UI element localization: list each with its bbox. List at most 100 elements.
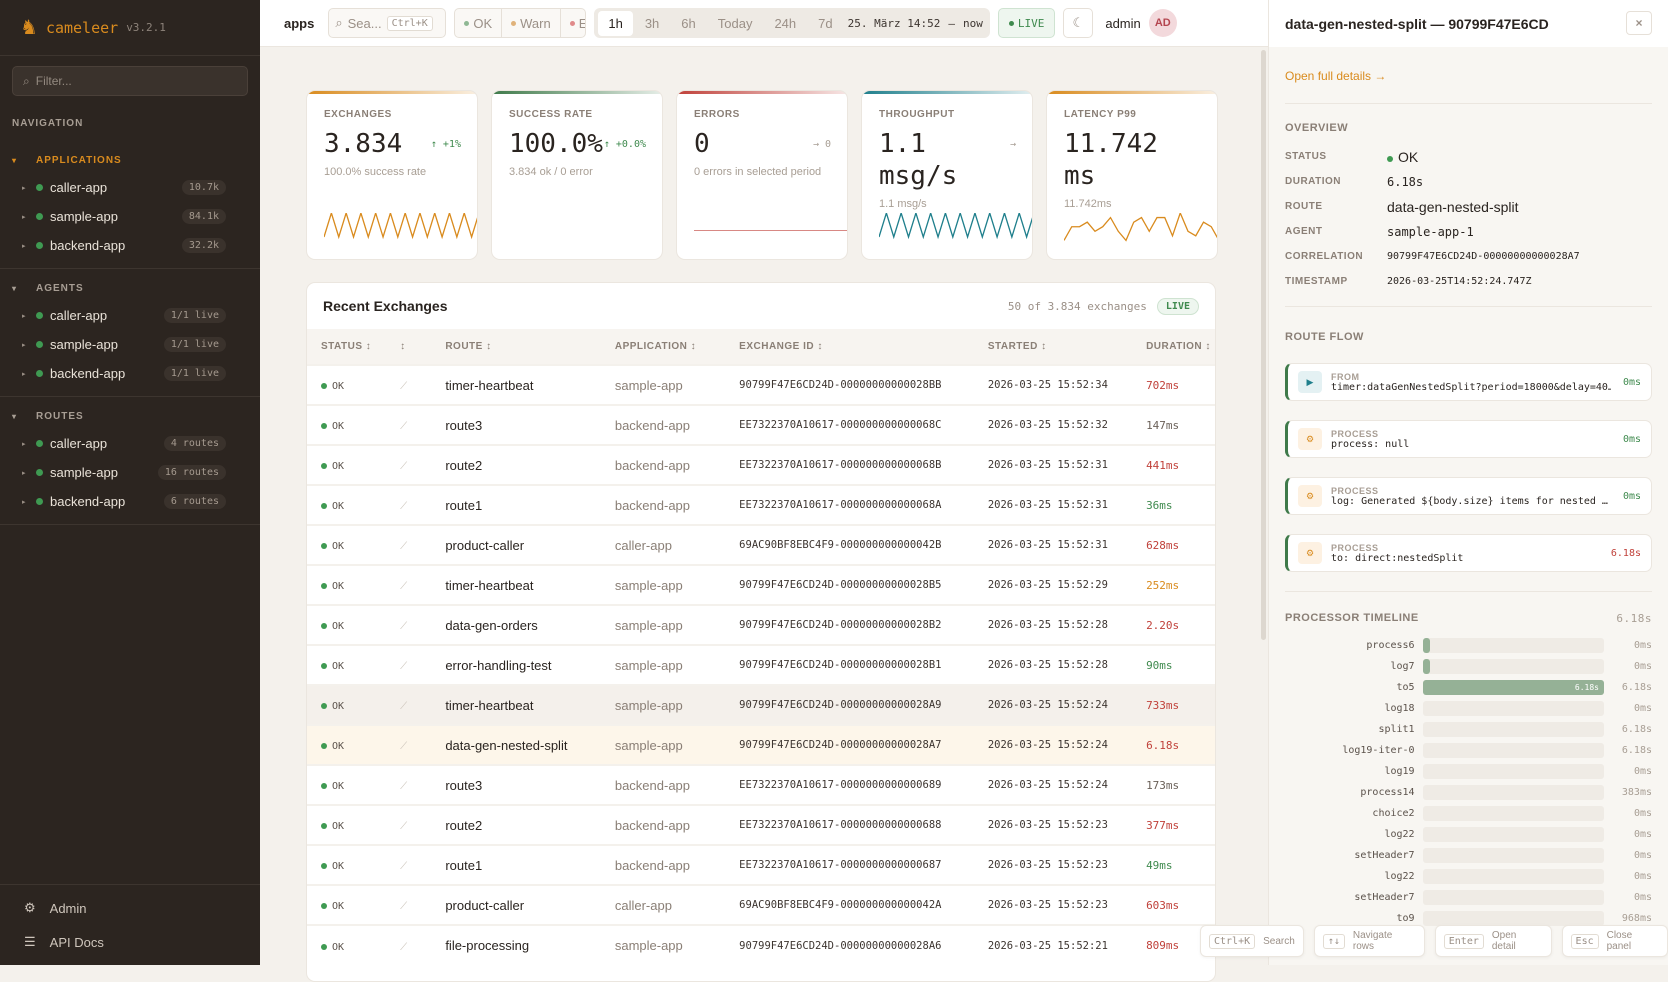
- routes-header[interactable]: ▾ ROUTES: [0, 403, 260, 429]
- timeline-row[interactable]: log18 0ms: [1285, 698, 1652, 719]
- timeline-row[interactable]: to5 6.18s 6.18s: [1285, 677, 1652, 698]
- link-cell[interactable]: ⟋: [386, 484, 432, 525]
- table-row[interactable]: OK ⟋ route3 backend-app EE7322370A10617-0000…: [307, 404, 1215, 445]
- timeline-row[interactable]: choice2 0ms: [1285, 803, 1652, 824]
- avatar[interactable]: AD: [1148, 9, 1177, 37]
- range-end[interactable]: now: [962, 16, 983, 30]
- link-icon[interactable]: ⟋: [400, 781, 408, 792]
- table-row[interactable]: OK ⟋ route3 backend-app EE7322370A10617-0000…: [307, 764, 1215, 805]
- link-cell[interactable]: ⟋: [386, 884, 432, 925]
- link-cell[interactable]: ⟋: [386, 804, 432, 845]
- timeline-row[interactable]: process6 0ms: [1285, 635, 1652, 656]
- filter-error[interactable]: E: [561, 9, 585, 37]
- flow-step[interactable]: ⚙ PROCESS process: null 0ms: [1285, 420, 1652, 458]
- timeline-row[interactable]: log19-iter-0 6.18s: [1285, 740, 1652, 761]
- column-header[interactable]: EXCHANGE ID ↕: [725, 329, 974, 365]
- sidebar-item-sample-app[interactable]: ▸ sample-app 84.1k: [0, 202, 260, 231]
- breadcrumb[interactable]: apps: [284, 15, 315, 31]
- link-cell[interactable]: ⟋: [386, 764, 432, 805]
- table-row[interactable]: OK ⟋ data-gen-orders sample-app 90799F47E6CD…: [307, 604, 1215, 645]
- flow-step[interactable]: ⚙ PROCESS log: Generated ${body.size} item…: [1285, 477, 1652, 515]
- timeline-row[interactable]: log22 0ms: [1285, 866, 1652, 887]
- column-header[interactable]: STATUS ↕: [307, 329, 387, 365]
- range-3h[interactable]: 3h: [644, 15, 660, 31]
- admin-link[interactable]: ⚙ Admin: [0, 891, 260, 925]
- flow-step[interactable]: ⚙ PROCESS to: direct:nestedSplit 6.18s: [1285, 534, 1652, 572]
- table-row[interactable]: OK ⟋ route1 backend-app EE7322370A10617-0000…: [307, 484, 1215, 525]
- link-icon[interactable]: ⟋: [400, 861, 408, 872]
- flow-step[interactable]: ▶ FROM timer:dataGenNestedSplit?period=180…: [1285, 363, 1652, 401]
- link-cell[interactable]: ⟋: [386, 724, 432, 765]
- link-icon[interactable]: ⟋: [400, 901, 408, 912]
- link-cell[interactable]: ⟋: [386, 604, 432, 645]
- table-row[interactable]: OK ⟋ timer-heartbeat sample-app 90799F47E6CD…: [307, 564, 1215, 605]
- timeline-row[interactable]: log19 0ms: [1285, 761, 1652, 782]
- timeline-row[interactable]: split1 6.18s: [1285, 719, 1652, 740]
- column-header[interactable]: ↕: [386, 329, 432, 365]
- sidebar-item-sample-app[interactable]: ▸ sample-app 1/1 live: [0, 330, 260, 359]
- range-6h[interactable]: 6h: [681, 15, 696, 31]
- link-cell[interactable]: ⟋: [386, 364, 432, 405]
- link-icon[interactable]: ⟋: [400, 421, 408, 432]
- table-row[interactable]: OK ⟋ data-gen-nested-split sample-app 90799F…: [307, 724, 1215, 765]
- table-row[interactable]: OK ⟋ timer-heartbeat sample-app 90799F47E6CD…: [307, 364, 1215, 405]
- table-row[interactable]: OK ⟋ route2 backend-app EE7322370A10617-0000…: [307, 444, 1215, 485]
- timeline-row[interactable]: log7 0ms: [1285, 656, 1652, 677]
- table-row[interactable]: OK ⟋ error-handling-test sample-app 90799F47…: [307, 644, 1215, 685]
- theme-toggle[interactable]: ☾: [1063, 8, 1094, 38]
- sidebar-item-sample-app[interactable]: ▸ sample-app 16 routes: [0, 458, 260, 487]
- link-icon[interactable]: ⟋: [400, 941, 408, 953]
- link-cell[interactable]: ⟋: [386, 684, 432, 725]
- applications-header[interactable]: ▾ APPLICATIONS: [0, 147, 260, 173]
- timeline-row[interactable]: log22 0ms: [1285, 824, 1652, 845]
- link-icon[interactable]: ⟋: [400, 541, 408, 552]
- brand[interactable]: ♞ cameleer v3.2.1: [0, 0, 260, 56]
- sidebar-item-caller-app[interactable]: ▸ caller-app 10.7k: [0, 173, 260, 202]
- sidebar-item-backend-app[interactable]: ▸ backend-app 6 routes: [0, 487, 260, 516]
- sidebar-item-caller-app[interactable]: ▸ caller-app 4 routes: [0, 429, 260, 458]
- table-row[interactable]: OK ⟋ route2 backend-app EE7322370A10617-0000…: [307, 804, 1215, 845]
- link-cell[interactable]: ⟋: [386, 404, 432, 445]
- link-cell[interactable]: ⟋: [386, 444, 432, 485]
- column-header[interactable]: DURATION ↕: [1132, 329, 1215, 365]
- search-button[interactable]: ⌕ Sea... Ctrl+K: [328, 8, 447, 38]
- sidebar-item-backend-app[interactable]: ▸ backend-app 32.2k: [0, 231, 260, 260]
- scrollbar[interactable]: [1261, 50, 1266, 640]
- sidebar-item-caller-app[interactable]: ▸ caller-app 1/1 live: [0, 301, 260, 330]
- range-7d[interactable]: 7d: [818, 15, 833, 31]
- link-cell[interactable]: ⟋: [386, 524, 432, 565]
- link-icon[interactable]: ⟋: [400, 621, 408, 632]
- filter-input[interactable]: ⌕ Filter...: [12, 66, 248, 96]
- link-icon[interactable]: ⟋: [400, 661, 408, 672]
- link-icon[interactable]: ⟋: [400, 461, 408, 472]
- table-row[interactable]: OK ⟋ product-caller caller-app 69AC90BF8EBC4…: [307, 524, 1215, 565]
- timeline-row[interactable]: setHeader7 0ms: [1285, 887, 1652, 908]
- link-icon[interactable]: ⟋: [400, 741, 408, 752]
- table-row[interactable]: OK ⟋ file-processing sample-app 90799F47E6CD…: [307, 924, 1215, 965]
- link-cell[interactable]: ⟋: [386, 644, 432, 685]
- column-header[interactable]: APPLICATION ↕: [600, 329, 726, 365]
- link-icon[interactable]: ⟋: [400, 501, 408, 512]
- api-docs-link[interactable]: ☰ API Docs: [0, 925, 260, 959]
- range-Today[interactable]: Today: [717, 15, 753, 31]
- filter-warn[interactable]: Warn: [502, 9, 561, 37]
- timeline-row[interactable]: setHeader7 0ms: [1285, 845, 1652, 866]
- column-header[interactable]: ROUTE ↕: [431, 329, 601, 365]
- link-icon[interactable]: ⟋: [400, 821, 408, 832]
- link-icon[interactable]: ⟋: [400, 381, 408, 392]
- sidebar-item-backend-app[interactable]: ▸ backend-app 1/1 live: [0, 359, 260, 388]
- range-24h[interactable]: 24h: [774, 15, 797, 31]
- open-full-details-link[interactable]: Open full details →: [1285, 47, 1652, 104]
- link-cell[interactable]: ⟋: [386, 924, 432, 965]
- range-1h[interactable]: 1h: [598, 10, 633, 36]
- filter-ok[interactable]: OK: [455, 9, 503, 37]
- link-icon[interactable]: ⟋: [400, 701, 408, 712]
- link-cell[interactable]: ⟋: [386, 844, 432, 885]
- column-header[interactable]: STARTED ↕: [973, 329, 1133, 365]
- range-start[interactable]: 25. März 14:52: [847, 16, 941, 30]
- table-row[interactable]: OK ⟋ route1 backend-app EE7322370A10617-0000…: [307, 844, 1215, 885]
- timeline-row[interactable]: process14 383ms: [1285, 782, 1652, 803]
- live-toggle[interactable]: LIVE: [997, 8, 1056, 38]
- link-icon[interactable]: ⟋: [400, 581, 408, 592]
- table-row[interactable]: OK ⟋ product-caller caller-app 69AC90BF8EBC4…: [307, 884, 1215, 925]
